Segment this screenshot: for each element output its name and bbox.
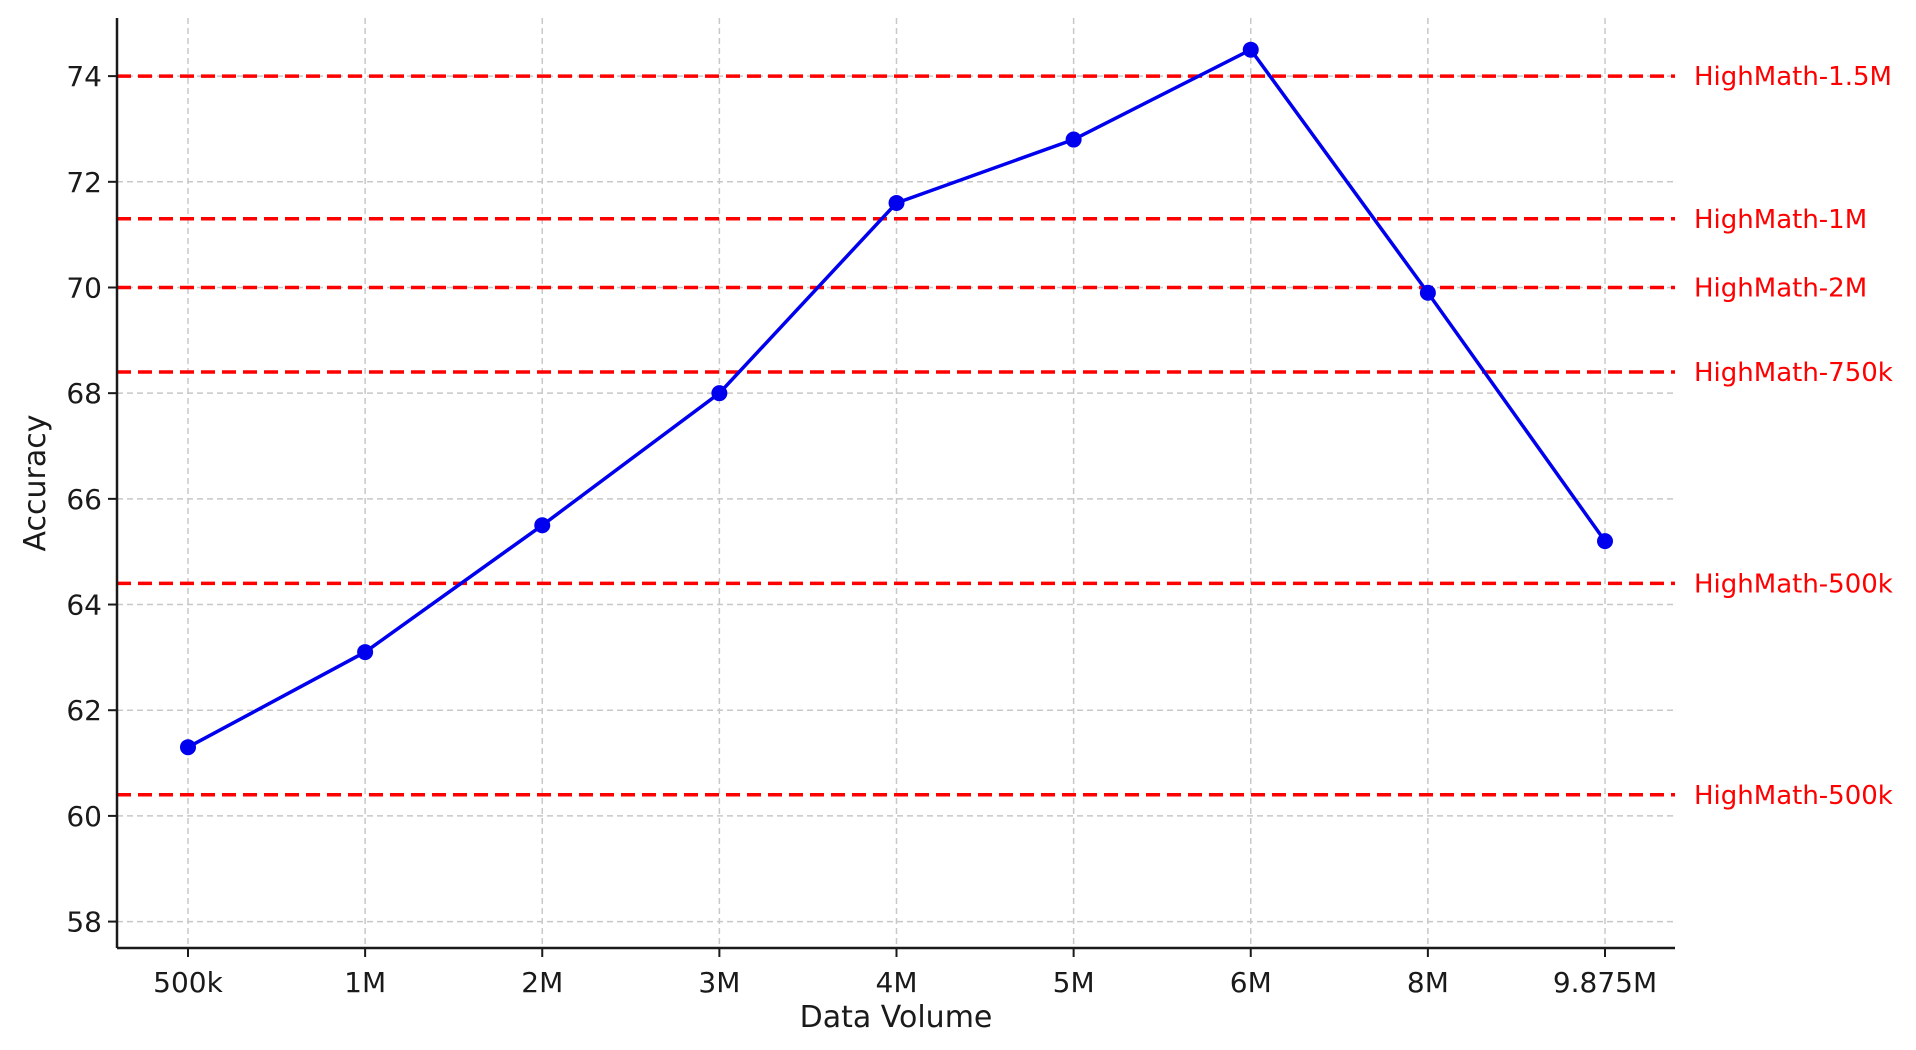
grid [117,18,1675,948]
x-tick-label: 3M [698,966,740,999]
data-point [1597,533,1613,550]
y-tick-label: 62 [66,694,102,727]
axes: 58 60 62 64 66 68 70 72 74 500k 1M 2M 3M 4M 5M 6M 8M 9.87… [66,18,1675,999]
reference-line-label: HighMath-2M [1694,273,1867,303]
y-tick-label: 64 [66,589,102,622]
x-tick-label: 9.875M [1553,966,1657,999]
data-point [1419,284,1436,301]
y-tick-label: 66 [66,483,102,516]
reference-line-label: HighMath-750k [1694,358,1893,388]
reference-line-label: HighMath-1M [1694,205,1867,235]
x-tick-label: 8M [1407,966,1449,999]
data-point [888,194,905,211]
x-axis-title: Data Volume [800,1000,993,1035]
y-tick-label: 74 [66,60,102,93]
y-axis-title: Accuracy [18,415,53,552]
y-tick-label: 68 [66,377,102,410]
x-tick-label: 2M [521,966,563,999]
y-tick-label: 60 [66,800,102,833]
data-point [711,385,728,402]
data-point [534,517,551,534]
data-point [180,739,196,756]
y-tick-label: 70 [66,271,102,304]
x-tick-label: 6M [1230,966,1272,999]
reference-lines: HighMath-1.5M HighMath-1M HighMath-2M HighM… [117,62,1893,811]
x-tick-label: 4M [876,966,918,999]
y-tick-label: 72 [66,166,102,199]
x-tick-label: 500k [153,966,223,999]
reference-line-label: HighMath-500k [1694,781,1893,811]
reference-line-label: HighMath-500k [1694,569,1893,599]
y-tick-label: 58 [66,906,102,939]
data-point [357,644,374,661]
reference-line-label: HighMath-1.5M [1694,62,1892,92]
data-point [1242,41,1259,58]
data-point [1065,131,1082,148]
x-tick-label: 5M [1053,966,1095,999]
series [180,41,1613,756]
x-tick-label: 1M [344,966,386,999]
